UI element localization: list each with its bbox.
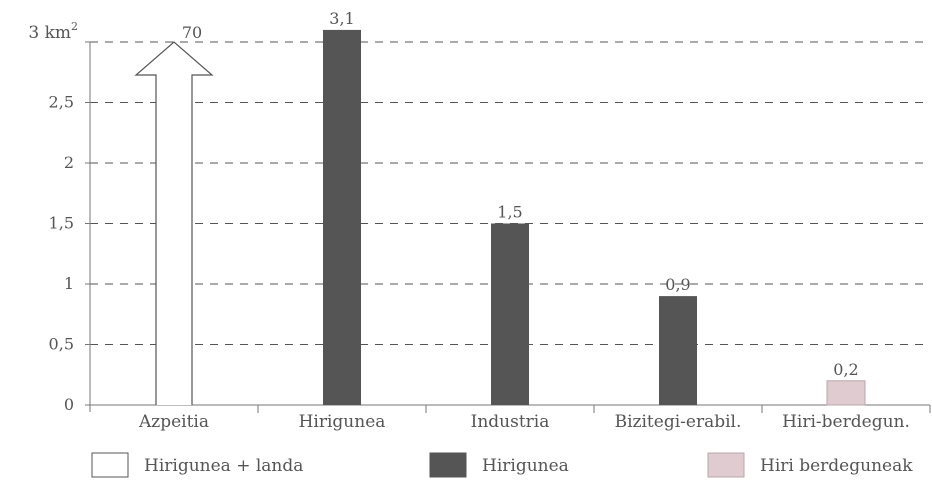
legend-label: Hirigunea + landa <box>144 456 303 476</box>
bar-bizitegi-erabil. <box>659 296 697 405</box>
labels: 00,511,522,53 km2 70Azpeitia3,1Hirigunea1… <box>28 9 910 432</box>
y-tick-label: 2,5 <box>49 93 74 112</box>
y-tick-label: 2 <box>64 153 74 172</box>
y-axis-unit-superscript: 2 <box>71 20 78 33</box>
y-tick-label: 0 <box>64 395 74 414</box>
legend-swatch <box>429 452 467 478</box>
bar-azpeitia <box>134 41 214 405</box>
legend-swatch <box>707 452 745 478</box>
y-tick-label: 1,5 <box>49 214 74 233</box>
y-tick-label: 0,5 <box>49 335 74 354</box>
x-tick-label: Hiri-berdegun. <box>782 412 910 432</box>
legend-swatch <box>91 452 129 478</box>
bar-hirigunea <box>323 29 361 406</box>
value-label: 1,5 <box>497 203 522 222</box>
y-tick-label: 1 <box>64 274 74 293</box>
value-label: 70 <box>182 23 202 42</box>
x-tick-label: Azpeitia <box>138 412 209 432</box>
y-axis-unit-text: 3 km <box>28 23 71 43</box>
value-label: 3,1 <box>329 9 354 28</box>
legend-label: Hiri berdeguneak <box>760 456 913 476</box>
legend: Hirigunea + landa Hirigunea Hiri berdegune… <box>91 452 913 478</box>
x-tick-label: Industria <box>471 412 550 432</box>
legend-label: Hirigunea <box>482 456 569 476</box>
x-tick-label: Hirigunea <box>299 412 386 432</box>
value-label: 0,9 <box>665 275 690 294</box>
x-tick-label: Bizitegi-erabil. <box>615 412 742 432</box>
value-label: 0,2 <box>833 360 858 379</box>
bars <box>134 29 866 406</box>
y-axis-unit-label: 3 km2 <box>28 20 78 43</box>
bar-hiri-berdegun. <box>826 380 866 406</box>
bar-industria <box>491 223 529 405</box>
